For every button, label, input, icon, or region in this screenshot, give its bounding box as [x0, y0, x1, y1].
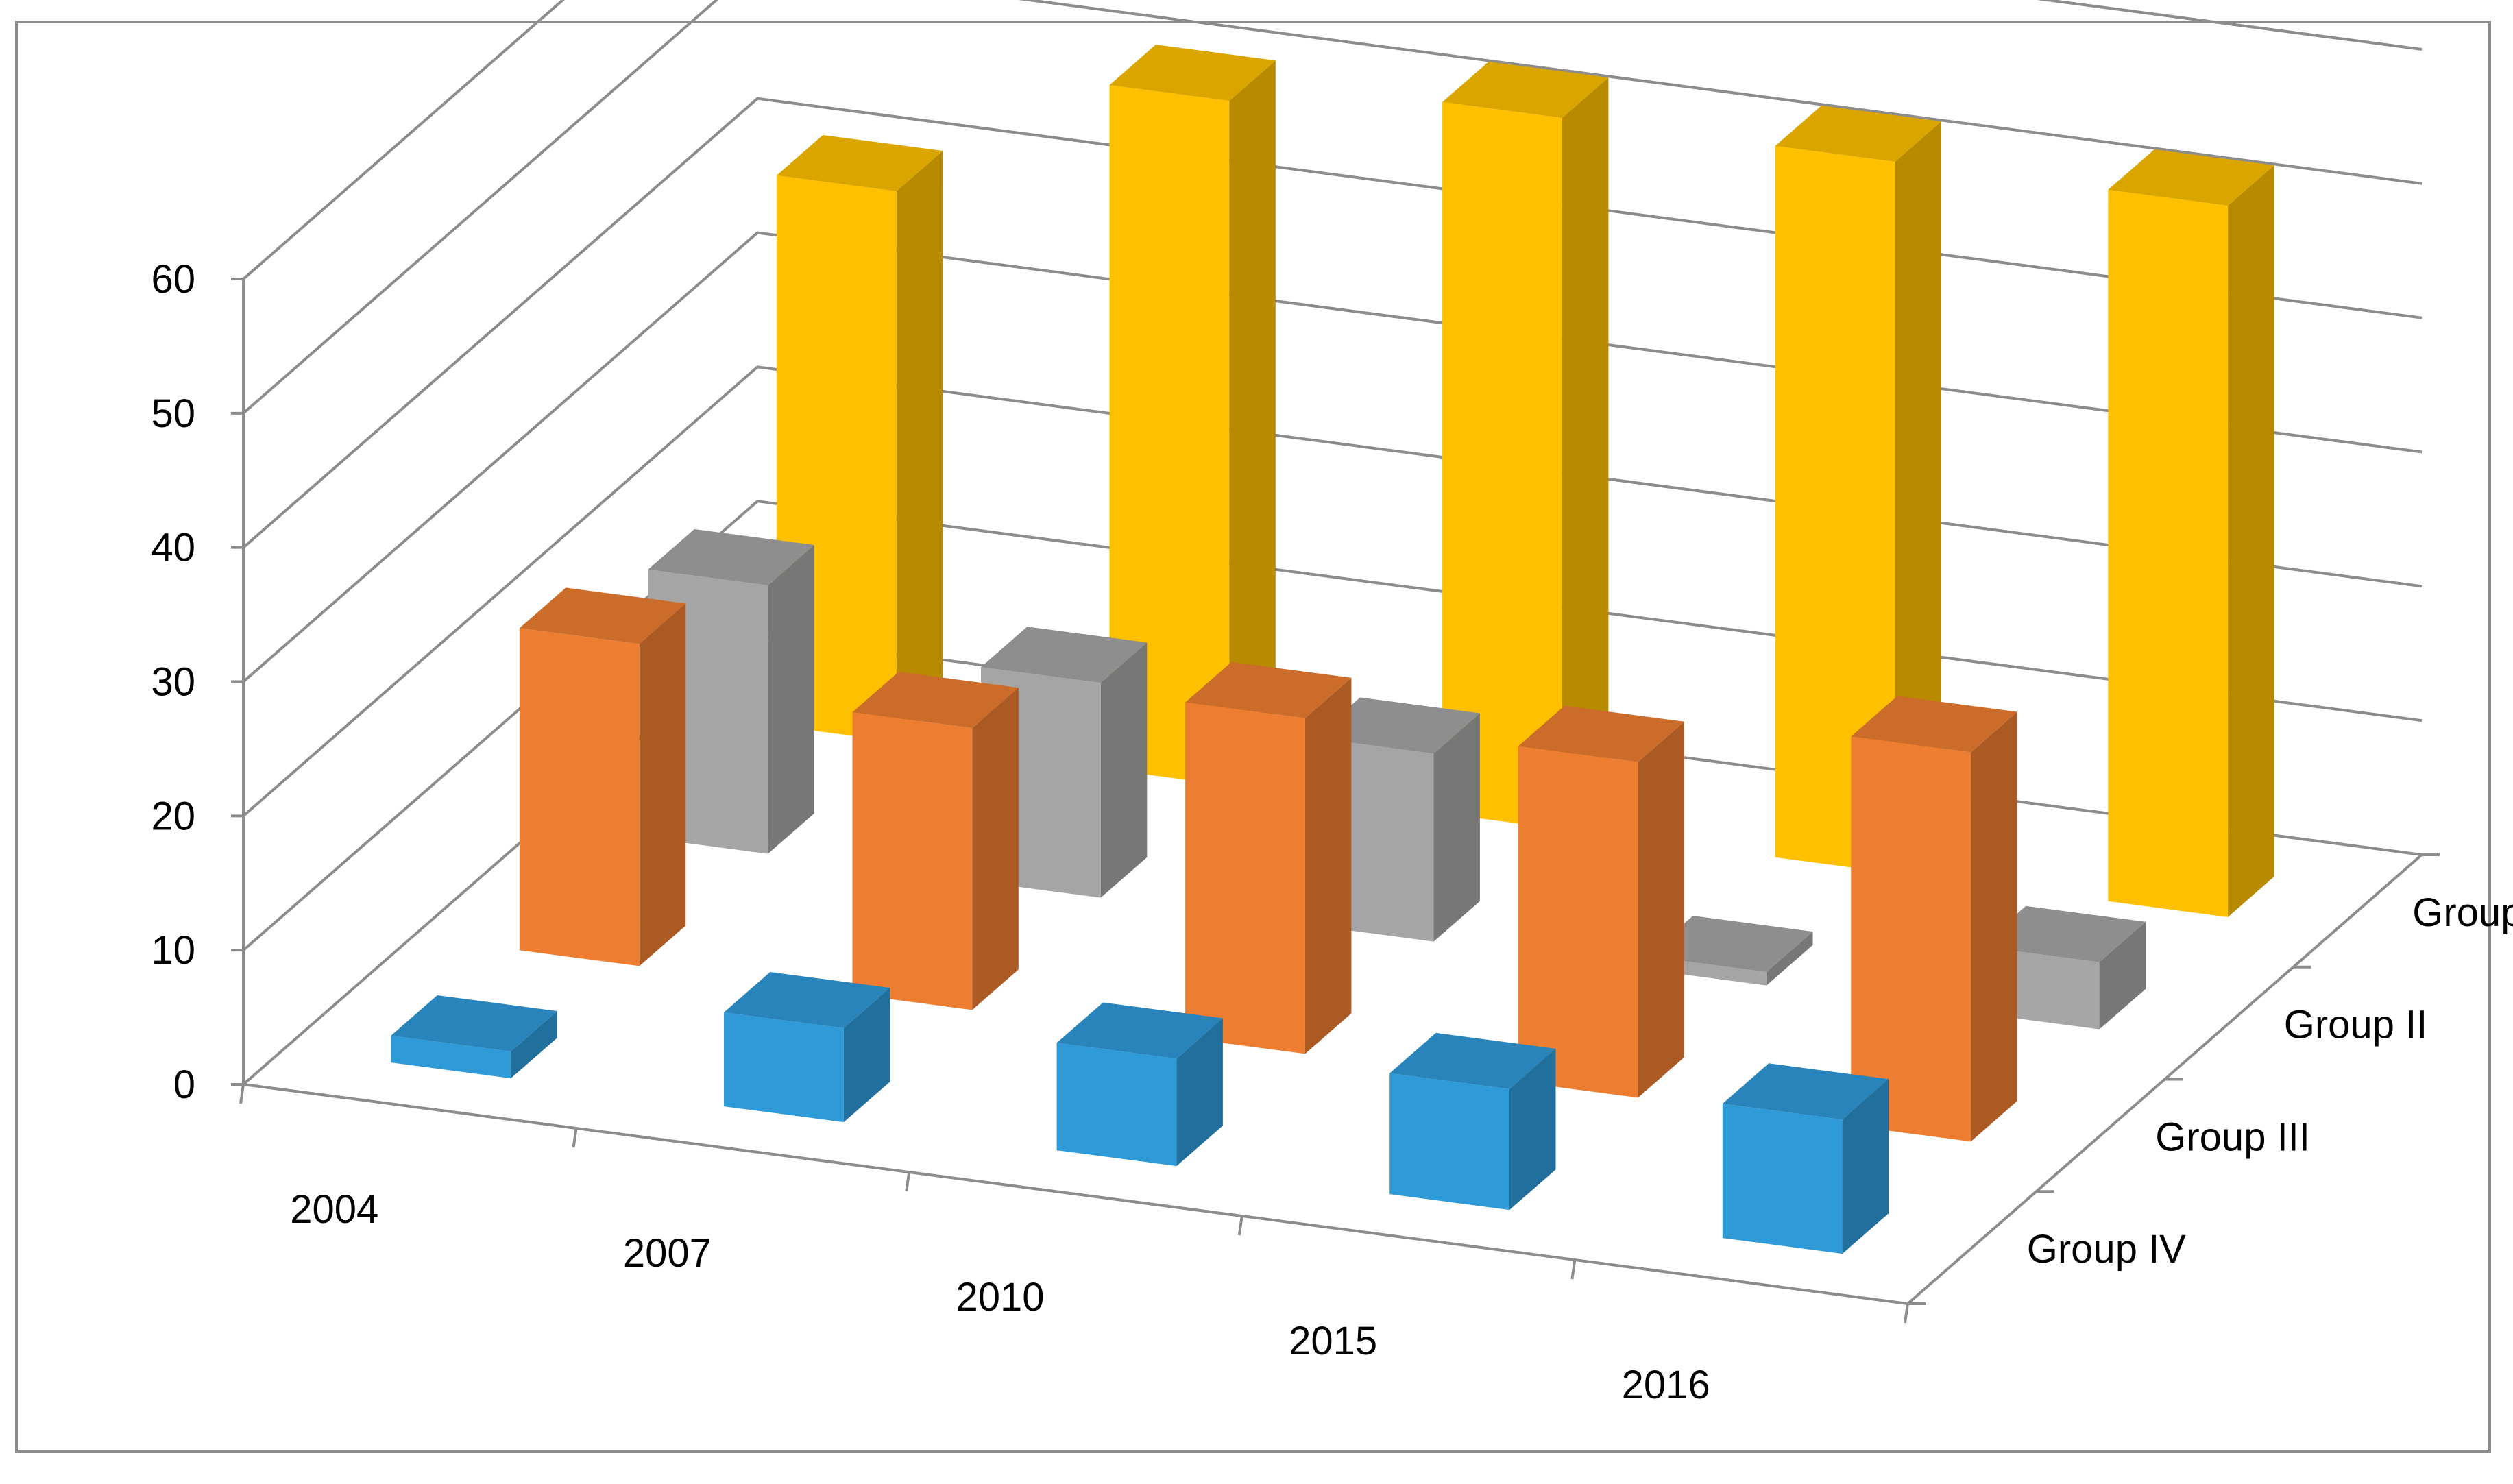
x-tick — [1904, 1303, 1909, 1324]
bar — [852, 672, 1019, 1010]
y-tick-label: 0 — [173, 1062, 195, 1107]
bar-top-face — [391, 995, 557, 1051]
bar-side-face — [1100, 642, 1148, 898]
bar-top-face — [1185, 661, 1352, 718]
series-label: Group III — [2155, 1115, 2310, 1159]
bar-front-face — [724, 1012, 844, 1123]
bar-side-face — [639, 603, 686, 966]
bar-side-face — [1971, 711, 2017, 1142]
bar — [724, 972, 890, 1123]
y-tick-label: 40 — [151, 526, 195, 570]
bar-front-face — [1442, 101, 1562, 829]
bar-top-face — [519, 587, 686, 644]
x-tick — [572, 1128, 578, 1148]
bar-top-face — [852, 672, 1019, 729]
bar-side-face — [1229, 60, 1276, 786]
bar-top-face — [1647, 916, 1813, 972]
bar-side-face — [1638, 721, 1684, 1098]
bar-top-face — [1518, 705, 1684, 762]
x-axis-line — [243, 1083, 1908, 1305]
bar-front-face — [1722, 1104, 1843, 1254]
bar-top-face — [1109, 45, 1276, 101]
bar-front-face — [1185, 702, 1305, 1054]
series-label: Group IV — [2027, 1227, 2186, 1272]
bar-top-face — [1442, 62, 1609, 118]
bar-front-face — [1109, 85, 1230, 786]
bar-front-face — [391, 1035, 511, 1079]
bar-side-face — [2099, 921, 2146, 1030]
series-label: Group II — [2284, 1003, 2428, 1047]
y-tick-label: 50 — [151, 391, 195, 436]
bar — [519, 587, 686, 966]
x-tick — [905, 1171, 911, 1192]
bar-front-face — [852, 712, 973, 1010]
gridline — [242, 97, 2423, 549]
bar-top-face — [1389, 1032, 1556, 1089]
bar — [1056, 1002, 1223, 1167]
chart-labels: 0 10 20 30 40 50 60 2004 2007 2010 2015 2016 Group I… — [151, 257, 2513, 1407]
bar-side-face — [1562, 77, 1609, 829]
bar-front-face — [519, 628, 640, 966]
bar-side-face — [1842, 1079, 1889, 1254]
bar — [1518, 705, 1684, 1098]
bar-front-face — [1056, 1043, 1177, 1167]
bar — [1109, 45, 1276, 786]
bar-top-face — [1775, 106, 1941, 162]
bar-side-face — [2228, 165, 2274, 917]
bar-top-face — [1979, 905, 2146, 962]
bar-top-face — [1722, 1063, 1889, 1120]
bar-top-face — [724, 972, 890, 1028]
bar-front-face — [1775, 145, 1895, 873]
bar — [1722, 1063, 1889, 1254]
bar-side-face — [1895, 121, 1941, 873]
chart-bars — [391, 45, 2274, 1254]
bar-top-face — [1851, 696, 2017, 753]
bar-side-face — [843, 988, 890, 1123]
bar-side-face — [896, 151, 943, 742]
bar-top-face — [648, 529, 814, 585]
bar-top-face — [1313, 697, 1480, 754]
bar-front-face — [1518, 746, 1638, 1098]
bar — [1389, 1032, 1556, 1211]
x-tick — [239, 1084, 245, 1104]
y-tick-label: 20 — [151, 794, 195, 838]
bar — [1185, 661, 1352, 1054]
bar — [2108, 149, 2274, 917]
x-tick-label: 2007 — [623, 1231, 712, 1276]
bar-side-face — [1304, 677, 1352, 1054]
bar — [1442, 62, 1609, 829]
bar-side-face — [1176, 1018, 1223, 1167]
bar-front-face — [1389, 1073, 1509, 1211]
y-tick-label: 60 — [151, 257, 195, 302]
bar-front-face — [1851, 736, 1971, 1142]
bar-top-face — [981, 627, 1148, 683]
bar-top-face — [2108, 149, 2274, 206]
bar-top-face — [776, 135, 943, 191]
x-tick-label: 2016 — [1622, 1363, 1710, 1407]
bar-side-face — [1509, 1048, 1556, 1211]
y-tick-label: 30 — [151, 660, 195, 705]
gridline — [242, 0, 2423, 415]
chart-ticks — [231, 278, 2440, 1324]
bar-front-face — [2108, 189, 2229, 917]
x-tick-label: 2015 — [1289, 1319, 1377, 1363]
x-tick — [1570, 1259, 1577, 1280]
bar-side-face — [768, 545, 814, 854]
x-tick — [1237, 1215, 1243, 1236]
bar-side-face — [511, 1011, 557, 1079]
bar-side-face — [972, 688, 1019, 1010]
bar-side-face — [1433, 713, 1480, 942]
series-label: Group I — [2412, 890, 2513, 935]
y-tick-label: 10 — [151, 928, 195, 973]
x-tick-label: 2004 — [290, 1187, 378, 1232]
bar-top-face — [1056, 1002, 1223, 1059]
gridline — [242, 0, 2423, 280]
bar — [1775, 106, 1941, 873]
bar — [391, 995, 557, 1079]
x-tick-label: 2010 — [956, 1275, 1044, 1319]
bar-side-face — [1767, 932, 1813, 986]
bar — [1851, 696, 2017, 1142]
